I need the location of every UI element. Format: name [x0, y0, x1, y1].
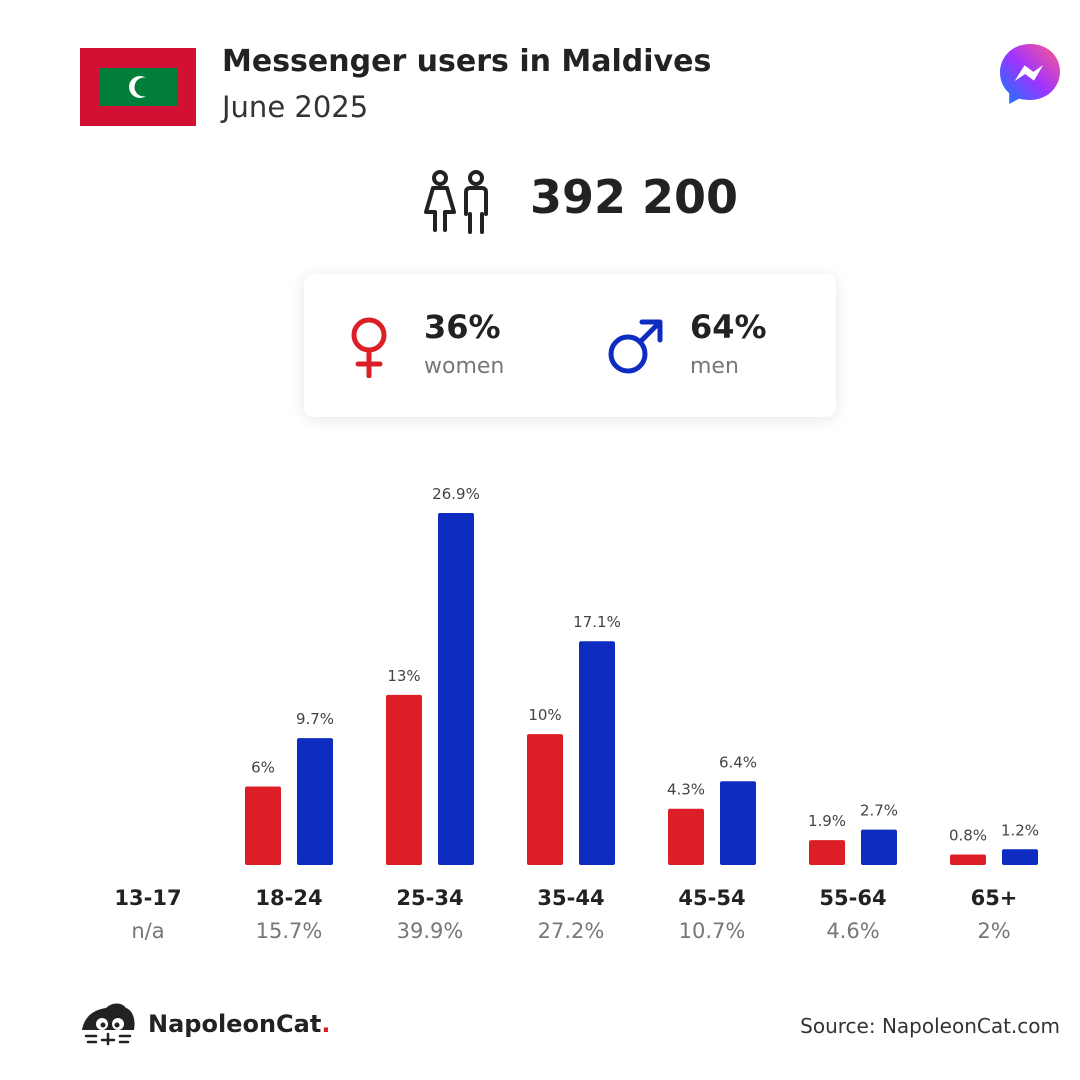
men-label: men — [690, 354, 739, 379]
age-group-label-18-24: 18-24 — [255, 886, 322, 910]
age-group-label-35-44: 35-44 — [537, 886, 604, 910]
women-label: women — [424, 354, 505, 379]
men-bar-55-64 — [861, 829, 897, 865]
women-value-label-65+: 0.8% — [949, 827, 987, 845]
men-value-label-55-64: 2.7% — [860, 802, 898, 820]
men-value-label-45-54: 6.4% — [719, 753, 757, 771]
age-group-total-18-24: 15.7% — [256, 919, 323, 943]
age-group-label-25-34: 25-34 — [396, 886, 463, 910]
women-bar-65+ — [950, 854, 986, 865]
female-symbol-icon — [351, 317, 387, 378]
page-subtitle: June 2025 — [222, 90, 369, 124]
age-group-label-55-64: 55-64 — [819, 886, 886, 910]
women-value-label-45-54: 4.3% — [667, 781, 705, 799]
women-value-label-35-44: 10% — [528, 706, 561, 724]
age-group-total-55-64: 4.6% — [826, 919, 879, 943]
men-bar-65+ — [1002, 849, 1038, 865]
men-bar-35-44 — [579, 641, 615, 865]
age-gender-bar-chart: 13-17 n/a 6% 9.7% 18-24 15.7% 13% 26.9% 25-34 39.… — [114, 485, 1039, 943]
men-percentage: 64% — [690, 308, 767, 346]
age-group-label-45-54: 45-54 — [678, 886, 745, 910]
women-value-label-25-34: 13% — [387, 667, 420, 685]
women-bar-18-24 — [245, 786, 281, 865]
men-bar-45-54 — [720, 781, 756, 865]
brand-name: NapoleonCat — [148, 1010, 322, 1038]
women-bar-55-64 — [809, 840, 845, 865]
napoleoncat-logo-icon — [82, 1003, 135, 1046]
brand-dot: . — [321, 1010, 331, 1038]
age-group-label-65+: 65+ — [971, 886, 1018, 910]
women-percentage: 36% — [424, 308, 501, 346]
men-bar-25-34 — [438, 513, 474, 865]
page-title: Messenger users in Maldives — [222, 44, 712, 79]
male-symbol-icon — [608, 319, 663, 374]
age-group-total-45-54: 10.7% — [679, 919, 746, 943]
maldives-flag-icon — [80, 48, 196, 126]
gender-split-card: 36% women 64% men — [304, 274, 836, 417]
men-bar-18-24 — [297, 738, 333, 865]
women-bar-25-34 — [386, 694, 422, 865]
age-group-total-25-34: 39.9% — [397, 919, 464, 943]
women-bar-45-54 — [668, 808, 704, 865]
women-bar-35-44 — [527, 734, 563, 865]
messenger-logo-icon — [1000, 44, 1060, 104]
women-value-label-18-24: 6% — [251, 758, 275, 776]
men-value-label-25-34: 26.9% — [432, 485, 480, 503]
napoleoncat-brand: NapoleonCat. — [148, 1010, 330, 1038]
total-users-count: 392 200 — [530, 170, 739, 224]
age-group-total-65+: 2% — [977, 919, 1010, 943]
age-group-label-13-17: 13-17 — [114, 886, 181, 910]
users-icon — [424, 170, 488, 234]
women-value-label-55-64: 1.9% — [808, 812, 846, 830]
men-value-label-18-24: 9.7% — [296, 710, 334, 728]
men-value-label-35-44: 17.1% — [573, 613, 621, 631]
men-value-label-65+: 1.2% — [1001, 821, 1039, 839]
age-group-total-35-44: 27.2% — [538, 919, 605, 943]
source-text: Source: NapoleonCat.com — [800, 1014, 1060, 1038]
age-group-total-13-17: n/a — [131, 919, 164, 943]
